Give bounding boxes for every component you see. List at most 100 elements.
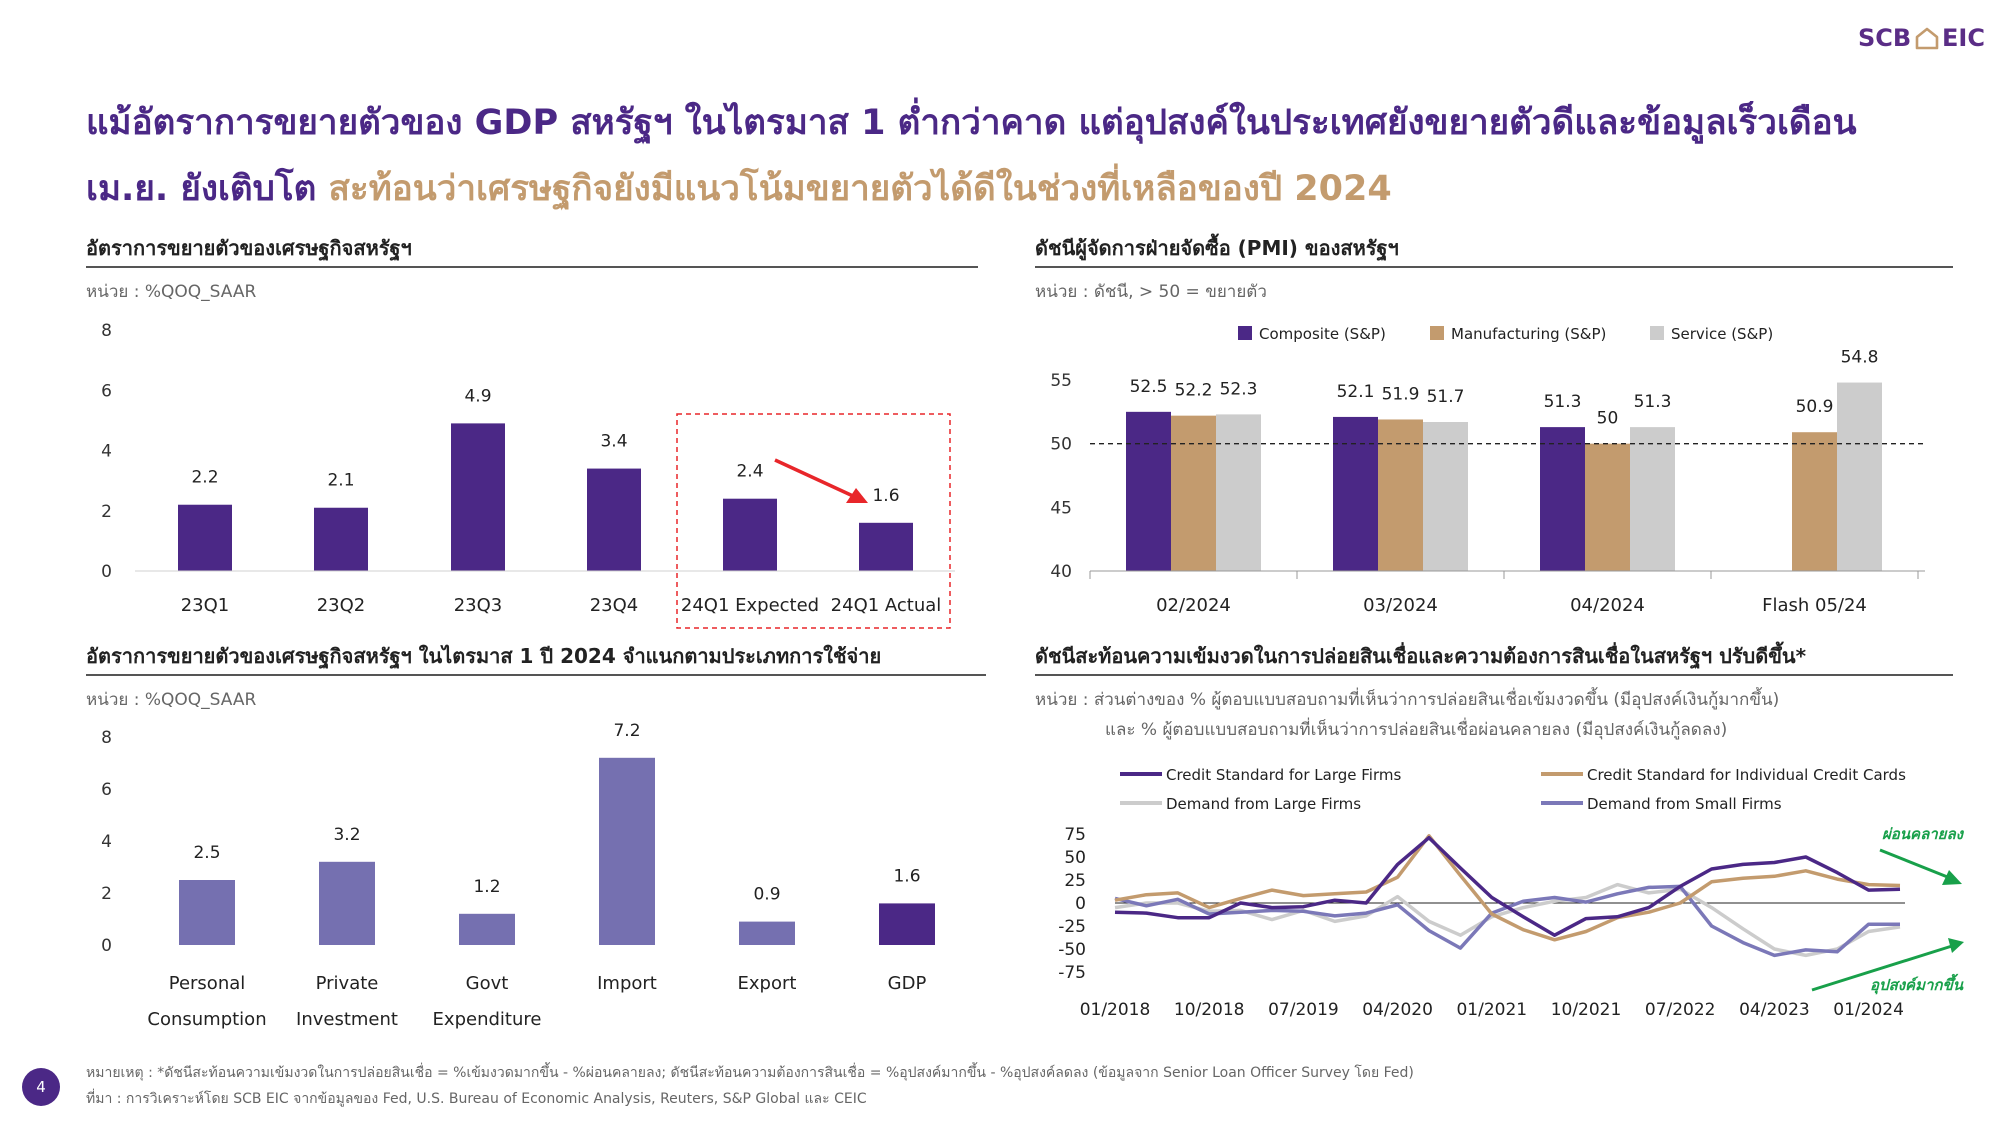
y-tick-label: 40 (1050, 562, 1072, 582)
data-label: 2.2 (191, 468, 218, 488)
x-tick-label: 24Q1 Expected (681, 595, 819, 616)
x-tick-label: 01/2021 (1456, 1000, 1527, 1020)
x-tick-label: 23Q1 (181, 595, 230, 616)
bar-23Q4 (587, 468, 641, 571)
bar-03/2024 (1423, 422, 1468, 571)
house-icon (1915, 27, 1939, 50)
data-label: 54.8 (1841, 348, 1879, 368)
data-label: 52.1 (1337, 382, 1375, 402)
x-tick-label: 23Q3 (454, 595, 503, 616)
x-tick-label: 01/2024 (1833, 1000, 1904, 1020)
y-tick-label: 75 (1064, 825, 1086, 845)
panel-tl-title: อัตราการขยายตัวของเศรษฐกิจสหรัฐฯ (86, 236, 412, 260)
data-label: 1.6 (893, 866, 920, 886)
y-tick-label: 4 (101, 832, 112, 852)
y-tick-label: 8 (101, 321, 112, 341)
x-tick-label: 07/2022 (1645, 1000, 1716, 1020)
footnote-source: ที่มา : การวิเคราะห์โดย SCB EIC จากข้อมู… (86, 1091, 867, 1107)
pmi-chart: 40 45 50 55 Composite (S&P) Manufacturing (S&… (1050, 325, 1925, 616)
y-tick-label: 0 (101, 936, 112, 956)
data-label: 52.2 (1175, 381, 1213, 401)
y-tick-label: 50 (1064, 848, 1086, 868)
data-label: 4.9 (464, 386, 491, 406)
headline-accent: สะท้อนว่าเศรษฐกิจยังมีแนวโน้มขยายตัวได้ด… (328, 169, 1392, 209)
x-tick-label: Flash 05/24 (1762, 595, 1867, 616)
ease-arrow-head (1942, 870, 1962, 885)
logo-text-left: SCB (1858, 24, 1912, 52)
panel-tr-title: ดัชนีผู้จัดการฝ่ายจัดซื้อ (PMI) ของสหรัฐ… (1035, 236, 1399, 260)
y-tick-label: 0 (1075, 894, 1086, 914)
bar-24Q1 Actual (859, 522, 913, 571)
data-label: 50 (1597, 409, 1619, 429)
panel-tl-unit: หน่วย : %QOQ_SAAR (86, 282, 257, 302)
y-tick-label: 4 (101, 442, 112, 462)
y-tick-label: 6 (101, 381, 112, 401)
x-tick-label: 10/2018 (1174, 1000, 1245, 1020)
data-label: 2.1 (327, 471, 354, 491)
data-label: 51.9 (1382, 384, 1420, 404)
bar-Govt Expenditure (459, 913, 515, 945)
y-tick-label: -75 (1058, 963, 1086, 983)
bar-23Q1 (178, 504, 232, 571)
y-tick-label: 2 (101, 884, 112, 904)
data-label: 50.9 (1796, 397, 1834, 417)
bar-GDP (879, 903, 935, 945)
x-tick-label: Govt (466, 973, 509, 994)
page-headline: แม้อัตราการขยายตัวของ GDP สหรัฐฯ ในไตรมา… (86, 90, 1946, 222)
x-tick-label: Consumption (147, 1009, 266, 1030)
bar-Flash 05/24 (1792, 432, 1837, 571)
bar-24Q1 Expected (723, 498, 777, 571)
headline-main: แม้อัตราการขยายตัวของ GDP สหรัฐฯ ในไตรมา… (86, 103, 1857, 209)
x-tick-label: Private (316, 973, 379, 994)
panel-br-divider (1035, 674, 1953, 676)
bar-23Q3 (451, 423, 505, 571)
y-tick-label: 8 (101, 728, 112, 748)
panel-tr-unit: หน่วย : ดัชนี, > 50 = ขยายตัว (1035, 282, 1267, 302)
bar-Flash 05/24 (1837, 382, 1882, 571)
footnote-note: หมายเหตุ : *ดัชนีสะท้อนความเข้มงวดในการป… (86, 1065, 1414, 1081)
x-tick-label: 03/2024 (1363, 595, 1438, 616)
bar-03/2024 (1378, 419, 1423, 571)
legend-label: Credit Standard for Individual Credit Ca… (1587, 766, 1906, 784)
x-tick-label: 10/2021 (1551, 1000, 1622, 1020)
x-tick-label: Import (597, 973, 657, 994)
logo-text-right: EIC (1942, 24, 1985, 52)
data-label: 3.2 (333, 825, 360, 845)
page-number: 4 (22, 1068, 60, 1106)
panel-bl-unit: หน่วย : %QOQ_SAAR (86, 690, 257, 710)
legend-label: Service (S&P) (1671, 325, 1773, 343)
x-tick-label: 04/2024 (1570, 595, 1645, 616)
series-line-0 (1114, 835, 1901, 937)
panel-br-unit-line2: และ % ผู้ตอบแบบสอบถามที่เห็นว่าการปล่อยส… (1105, 720, 1728, 740)
x-tick-label: 23Q4 (590, 595, 639, 616)
x-tick-label: 01/2018 (1080, 1000, 1151, 1020)
data-label: 2.4 (736, 462, 763, 482)
panel-br-title: ดัชนีสะท้อนความเข้มงวดในการปล่อยสินเชื่อ… (1035, 644, 1807, 668)
panel-tr-divider (1035, 266, 1953, 268)
bar-Personal Consumption (179, 880, 235, 945)
highlight-box (676, 413, 951, 629)
panel-bl-title: อัตราการขยายตัวของเศรษฐกิจสหรัฐฯ ในไตรมา… (86, 644, 882, 668)
legend-label: Demand from Large Firms (1166, 795, 1361, 813)
legend-label: Credit Standard for Large Firms (1166, 766, 1401, 784)
bar-04/2024 (1630, 427, 1675, 571)
demand-arrow (1811, 944, 1953, 992)
y-tick-label: 55 (1050, 371, 1072, 391)
decline-arrow-head (846, 488, 868, 503)
x-tick-label: Personal (169, 973, 246, 994)
x-tick-label: 02/2024 (1156, 595, 1231, 616)
x-tick-label: 04/2020 (1362, 1000, 1433, 1020)
data-label: 2.5 (193, 843, 220, 863)
bar-04/2024 (1585, 443, 1630, 571)
y-tick-label: -25 (1058, 917, 1086, 937)
annotation-ease: ผ่อนคลายลง (1882, 825, 1965, 843)
y-tick-label: 45 (1050, 498, 1072, 518)
y-tick-label: 6 (101, 780, 112, 800)
series-line-1 (1114, 834, 1901, 942)
bar-Private Investment (319, 861, 375, 945)
panel-tl-divider (86, 266, 978, 268)
legend-label: Manufacturing (S&P) (1451, 325, 1606, 343)
x-tick-label: GDP (888, 973, 927, 994)
bar-02/2024 (1171, 415, 1216, 571)
y-tick-label: 2 (101, 502, 112, 522)
